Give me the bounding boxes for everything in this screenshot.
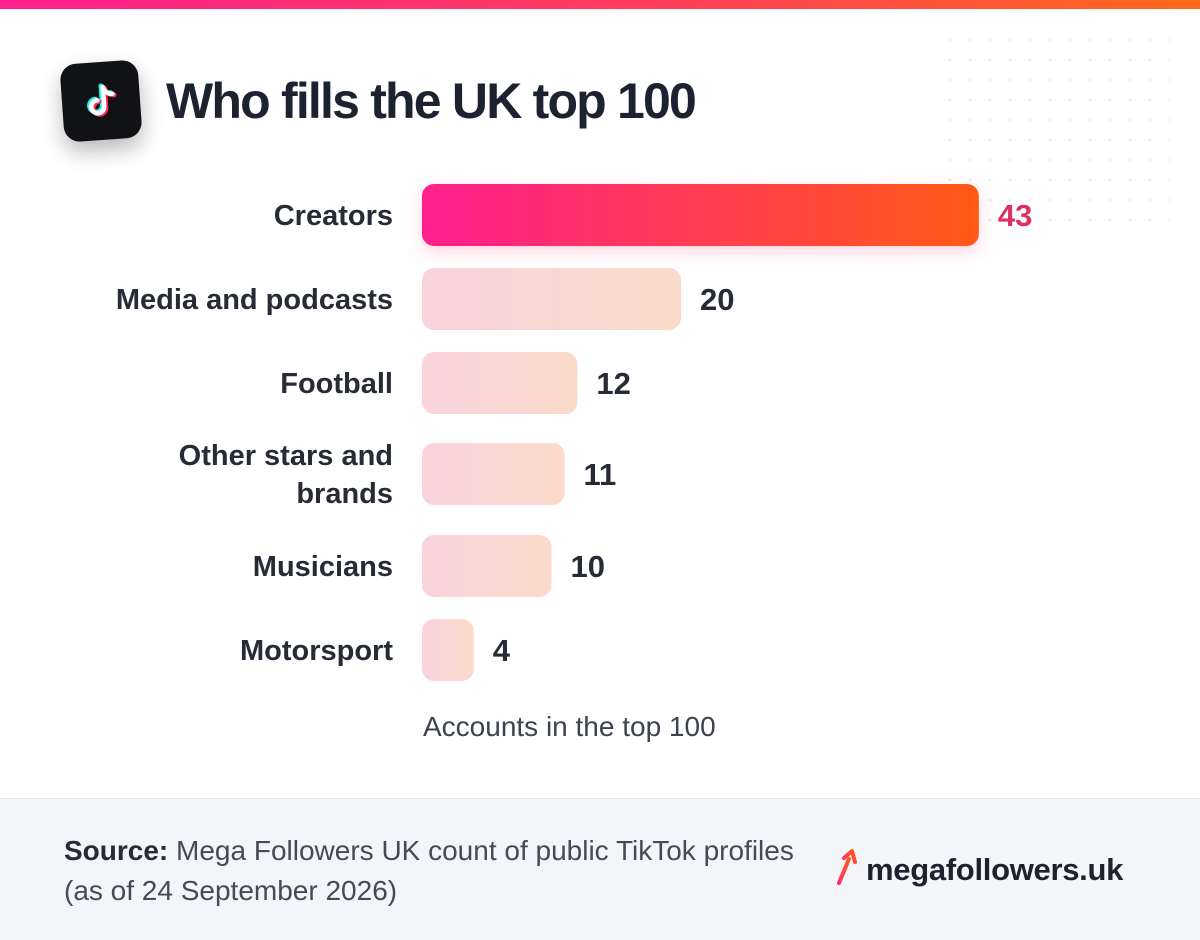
header: Who fills the UK top 100 — [59, 59, 697, 143]
brand-name: megafollowers.uk — [866, 851, 1124, 887]
page-title: Who fills the UK top 100 — [166, 73, 697, 129]
bar-media-and-podcasts — [422, 268, 681, 330]
tiktok-logo-icon — [59, 59, 143, 143]
value-label: 43 — [998, 198, 1032, 233]
bar-musicians — [422, 535, 552, 597]
value-label: 10 — [571, 549, 605, 584]
value-label: 12 — [596, 366, 630, 401]
footer: Source: Mega Followers UK count of publi… — [0, 798, 1200, 940]
value-label: 11 — [583, 457, 616, 492]
category-label: Creators — [274, 200, 393, 232]
category-label: Media and podcasts — [116, 284, 393, 316]
bar-football — [422, 352, 578, 414]
source-label: Source: — [64, 835, 169, 866]
category-label: Other stars and brands — [179, 440, 393, 510]
arrow-up-right-icon — [836, 849, 858, 890]
category-label: Football — [280, 368, 393, 400]
value-label: 4 — [493, 633, 511, 668]
category-label: Motorsport — [240, 635, 393, 667]
bar-other-stars-and-brands — [422, 443, 565, 505]
bar-motorsport — [422, 619, 474, 681]
brand[interactable]: megafollowers.uk — [836, 849, 1123, 890]
x-axis-label: Accounts in the top 100 — [423, 711, 716, 742]
category-label: Musicians — [253, 551, 393, 583]
source-text: Mega Followers UK count of public TikTok… — [64, 835, 794, 906]
value-label: 20 — [700, 282, 734, 317]
source-note: Source: Mega Followers UK count of publi… — [64, 831, 824, 911]
top-gradient-strip — [0, 0, 1200, 9]
bar-creators — [422, 184, 979, 246]
